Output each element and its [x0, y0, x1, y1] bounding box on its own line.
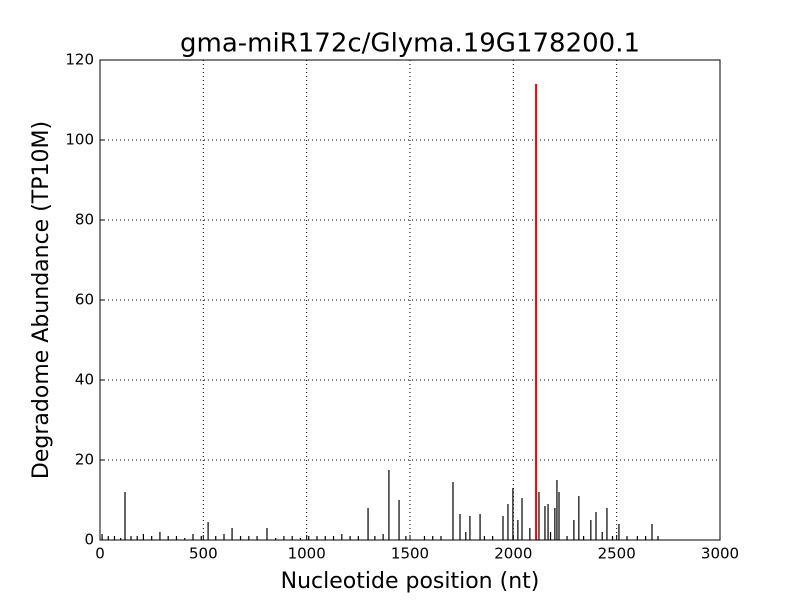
x-tick-label: 2000: [494, 545, 532, 563]
x-tick-label: 3000: [701, 545, 739, 563]
y-tick-label: 120: [65, 51, 94, 69]
y-tick-label: 80: [75, 211, 94, 229]
x-axis-label: Nucleotide position (nt): [281, 569, 540, 594]
x-tick-label: 500: [189, 545, 218, 563]
plot-frame: [99, 59, 721, 541]
x-tick-label: 1000: [288, 545, 326, 563]
chart-title: gma-miR172c/Glyma.19G178200.1: [180, 29, 640, 59]
x-tick-label: 1500: [391, 545, 429, 563]
y-tick-label: 0: [84, 531, 94, 549]
y-tick-label: 100: [65, 131, 94, 149]
x-tick-label: 0: [95, 545, 105, 563]
y-tick-label: 20: [75, 451, 94, 469]
y-tick-label: 40: [75, 371, 94, 389]
y-axis-label: Degradome Abundance (TP10M): [29, 121, 54, 479]
y-tick-label: 60: [75, 291, 94, 309]
x-tick-label: 2500: [598, 545, 636, 563]
